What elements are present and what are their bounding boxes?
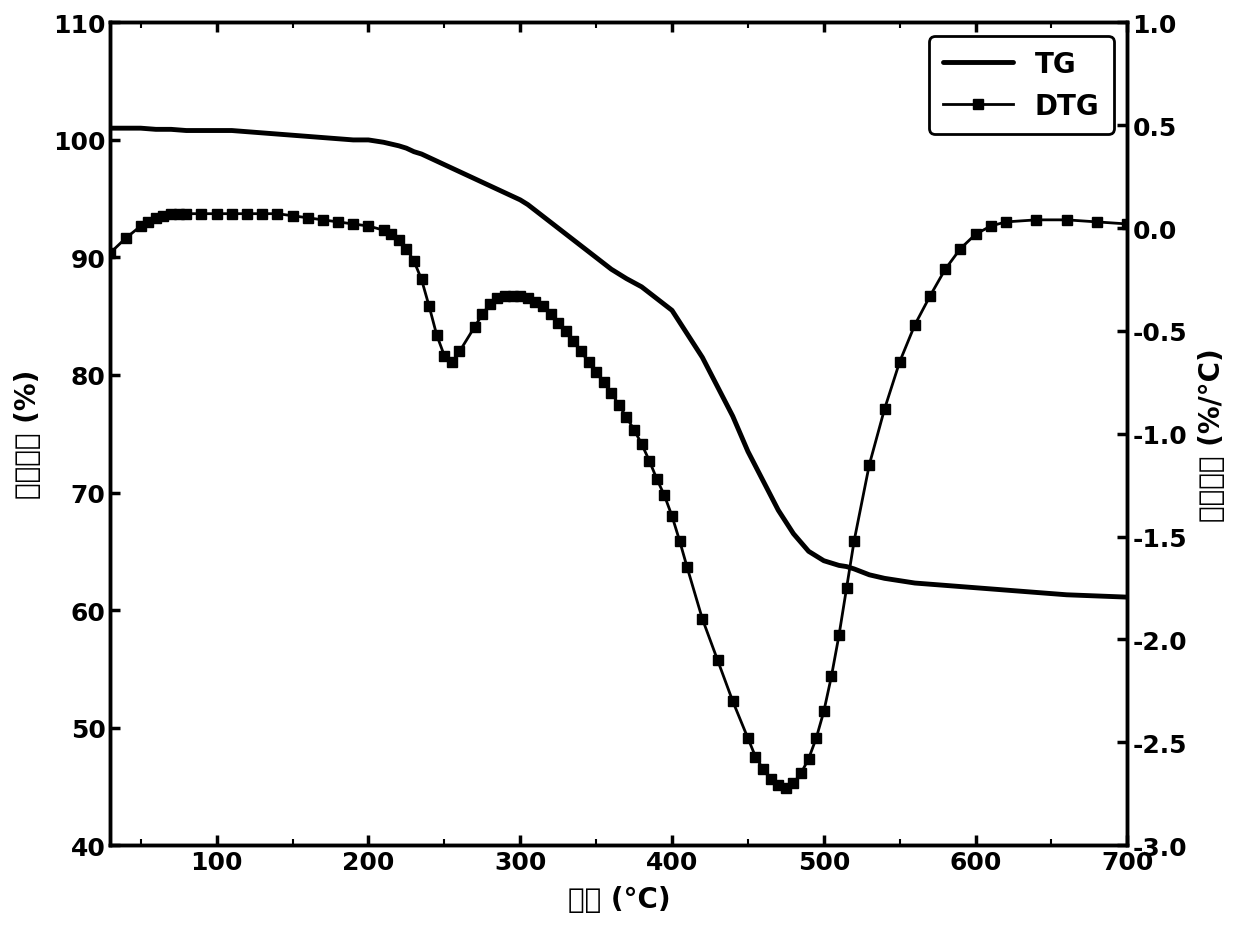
X-axis label: 温度 (°C): 温度 (°C) (568, 885, 670, 913)
DTG (823, 671, 838, 682)
Legend: TG, DTG: TG, DTG (930, 37, 1114, 134)
DTG (254, 209, 269, 220)
DTG (300, 213, 315, 224)
TG (1120, 592, 1135, 603)
Line: DTG: DTG (105, 210, 1132, 793)
Y-axis label: 质量分数 (%): 质量分数 (%) (14, 370, 42, 499)
DTG (103, 248, 118, 259)
DTG (748, 751, 763, 762)
TG (832, 560, 847, 571)
TG (179, 126, 193, 137)
Y-axis label: 一阶导数 (%/°C): 一阶导数 (%/°C) (1198, 348, 1226, 521)
DTG (1120, 219, 1135, 230)
TG (801, 546, 816, 557)
TG (823, 558, 838, 569)
Line: TG: TG (110, 129, 1127, 598)
DTG (164, 209, 179, 220)
DTG (582, 357, 596, 368)
TG (103, 123, 118, 134)
TG (923, 579, 937, 590)
TG (847, 564, 862, 575)
DTG (361, 222, 376, 233)
DTG (779, 782, 794, 794)
